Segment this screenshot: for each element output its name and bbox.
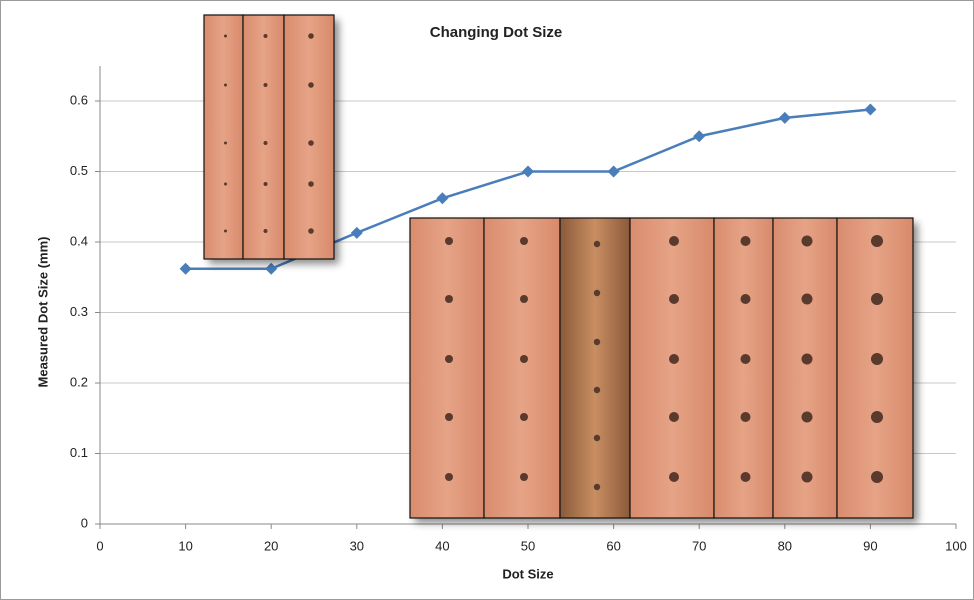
photo-panel <box>836 217 914 519</box>
photo-dot <box>520 473 528 481</box>
x-tick-label: 0 <box>96 538 103 553</box>
photo-dot <box>308 82 314 88</box>
photo-panel <box>629 217 715 519</box>
y-tick-label: 0 <box>81 515 88 530</box>
photo-dot <box>740 412 751 422</box>
data-point <box>179 262 192 275</box>
y-tick-label: 0.2 <box>70 374 88 389</box>
photo-dot <box>224 34 227 38</box>
photo-panel <box>242 14 285 260</box>
data-point <box>607 165 620 178</box>
photo-insets <box>203 14 914 519</box>
photo-dot <box>740 472 751 482</box>
photo-dot <box>740 294 751 304</box>
photo-dot <box>308 181 314 187</box>
photo-dot <box>263 229 268 233</box>
data-point <box>436 192 449 205</box>
photo-dot <box>871 353 883 365</box>
photo-dot <box>263 83 268 87</box>
photo-dot <box>263 182 268 186</box>
y-tick-label: 0.6 <box>70 92 88 107</box>
x-tick-label: 60 <box>606 538 620 553</box>
x-axis-title: Dot Size <box>502 566 553 581</box>
photo-dot <box>740 236 751 246</box>
photo-dot <box>224 229 227 233</box>
photo-dot <box>445 473 453 481</box>
x-tick-label: 100 <box>945 538 967 553</box>
y-axis-title: Measured Dot Size (mm) <box>35 237 50 388</box>
photo-dot <box>871 235 883 247</box>
photo-dot <box>445 413 453 421</box>
photo-panel <box>483 217 561 519</box>
photo-dot <box>593 483 601 491</box>
data-point <box>693 130 706 143</box>
photo-dot <box>801 353 813 365</box>
photo-dot <box>263 141 268 145</box>
photo-panel <box>283 14 335 260</box>
photo-dot <box>520 237 528 245</box>
photo-dot <box>669 412 679 422</box>
photo-dot <box>871 411 883 423</box>
photo-dot <box>263 34 268 38</box>
photo-dot <box>801 411 813 423</box>
x-tick-label: 30 <box>350 538 364 553</box>
photo-dot <box>445 295 453 303</box>
photo-panel <box>713 217 774 519</box>
data-point <box>778 111 791 124</box>
photo-dot <box>445 237 453 245</box>
photo-dot <box>308 140 314 146</box>
photo-dot <box>669 294 679 304</box>
photo-dot <box>593 338 601 346</box>
photo-dot <box>593 386 601 394</box>
photo-dot <box>520 355 528 363</box>
photo-panel <box>559 217 631 519</box>
y-tick-label: 0.3 <box>70 304 88 319</box>
x-tick-label: 80 <box>778 538 792 553</box>
photo-dot <box>308 228 314 234</box>
chart-title: Changing Dot Size <box>430 24 563 41</box>
photo-dot <box>801 293 813 305</box>
photo-dot <box>445 355 453 363</box>
photo-dot <box>593 240 601 248</box>
x-tick-label: 10 <box>178 538 192 553</box>
photo-dot <box>871 293 883 305</box>
y-tick-label: 0.1 <box>70 445 88 460</box>
x-tick-label: 70 <box>692 538 706 553</box>
photo-dot <box>801 235 813 247</box>
photo-dot <box>308 33 314 39</box>
photo-dot <box>520 295 528 303</box>
photo-panel <box>409 217 485 519</box>
photo-dot <box>224 141 227 145</box>
x-tick-label: 50 <box>521 538 535 553</box>
photo-dot <box>224 182 227 186</box>
data-point <box>522 165 534 178</box>
photo-dot <box>593 434 601 442</box>
photo-dot <box>740 354 751 364</box>
photo-dot <box>224 83 227 87</box>
photo-dot <box>669 472 679 482</box>
data-point <box>864 103 877 116</box>
photo-dot <box>593 289 601 297</box>
y-tick-label: 0.5 <box>70 163 88 178</box>
photo-panel <box>772 217 838 519</box>
photo-dot <box>871 471 883 483</box>
photo-dot <box>520 413 528 421</box>
x-tick-label: 40 <box>435 538 449 553</box>
y-tick-label: 0.4 <box>70 233 88 248</box>
photo-panel <box>203 14 244 260</box>
photo-dot <box>801 471 813 483</box>
photo-dot <box>669 236 679 246</box>
x-tick-label: 20 <box>264 538 278 553</box>
x-tick-label: 90 <box>863 538 877 553</box>
photo-dot <box>669 354 679 364</box>
data-point <box>265 262 278 275</box>
data-point <box>350 226 363 239</box>
